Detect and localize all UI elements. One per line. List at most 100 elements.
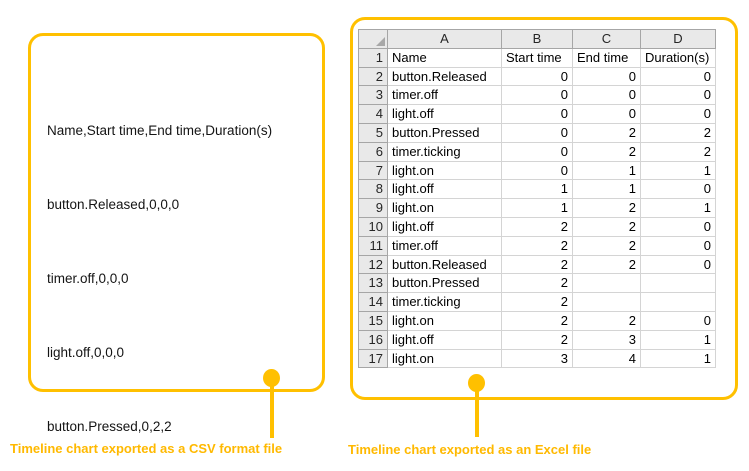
sheet-row-1: 1 Name Start time End time Duration(s) [358,47,716,68]
cell-duration[interactable]: 2 [640,122,716,143]
column-header-b[interactable]: B [501,29,573,49]
cell-start-time[interactable]: 2 [501,292,573,312]
cell-start-time[interactable]: 0 [501,66,573,87]
cell-start-time[interactable]: 0 [501,104,573,124]
column-header-a[interactable]: A [387,29,502,49]
cell-end-time[interactable]: 2 [572,216,641,237]
cell-duration[interactable]: 1 [640,160,716,181]
cell-name[interactable]: light.off [387,179,502,200]
cell-start-time[interactable]: 0 [501,160,573,181]
cell-start-time[interactable]: 0 [501,122,573,143]
cell-end-time[interactable] [572,273,641,294]
cell-duration[interactable]: 0 [640,254,716,275]
cell-duration[interactable]: 0 [640,104,716,124]
cell-start-time[interactable]: 0 [501,85,573,106]
cell-name[interactable]: timer.ticking [387,292,502,312]
cell-start-time[interactable]: 2 [501,273,573,294]
row-header[interactable]: 5 [358,122,388,143]
cell-duration[interactable]: 0 [640,66,716,87]
sheet-row: 2 button.Released 0 0 0 [358,66,716,87]
cell-end-time[interactable]: 0 [572,85,641,106]
cell-name[interactable]: light.off [387,104,502,124]
cell-duration[interactable] [640,273,716,294]
row-header[interactable]: 16 [358,329,388,350]
cell-start-time[interactable]: 2 [501,235,573,256]
row-header[interactable]: 12 [358,254,388,275]
cell-name[interactable]: button.Released [387,254,502,275]
select-all-corner[interactable] [358,29,388,49]
cell-name[interactable]: light.off [387,329,502,350]
cell-end-time[interactable]: 1 [572,160,641,181]
cell-start-time[interactable]: 2 [501,329,573,350]
cell-end-time[interactable]: 0 [572,104,641,124]
cell-end-time[interactable] [572,292,641,312]
row-header[interactable]: 11 [358,235,388,256]
cell-duration[interactable]: 0 [640,310,716,331]
cell-name[interactable]: light.on [387,348,502,369]
cell-start-time[interactable]: 1 [501,198,573,218]
row-header[interactable]: 9 [358,198,388,218]
cell-start-time[interactable]: 0 [501,141,573,162]
cell-duration[interactable]: 0 [640,235,716,256]
cell-duration[interactable]: 0 [640,179,716,200]
cell-name[interactable]: button.Pressed [387,122,502,143]
cell-end-time[interactable]: 2 [572,198,641,218]
cell-start-time[interactable]: 3 [501,348,573,369]
cell-name[interactable]: light.on [387,310,502,331]
row-header[interactable]: 8 [358,179,388,200]
cell-duration[interactable]: 0 [640,216,716,237]
cell-name[interactable]: button.Pressed [387,273,502,294]
column-header-d[interactable]: D [640,29,716,49]
cell-duration[interactable]: 1 [640,198,716,218]
cell-name[interactable]: button.Released [387,66,502,87]
row-header[interactable]: 2 [358,66,388,87]
spreadsheet: A B C D 1 Name Start time End time Durat… [358,29,716,369]
cell-start-time[interactable]: 2 [501,254,573,275]
cell-duration[interactable]: 1 [640,329,716,350]
cell-end-time[interactable]: 1 [572,179,641,200]
row-header[interactable]: 6 [358,141,388,162]
cell-end-time[interactable]: 2 [572,122,641,143]
cell-d1[interactable]: Duration(s) [640,47,716,68]
cell-name[interactable]: timer.off [387,235,502,256]
cell-a1[interactable]: Name [387,47,502,68]
cell-duration[interactable]: 0 [640,85,716,106]
row-header[interactable]: 10 [358,216,388,237]
row-header[interactable]: 1 [358,47,388,68]
row-header[interactable]: 14 [358,292,388,312]
cell-start-time[interactable]: 2 [501,216,573,237]
cell-name[interactable]: light.off [387,216,502,237]
row-header[interactable]: 7 [358,160,388,181]
cell-c1[interactable]: End time [572,47,641,68]
sheet-row: 10 light.off 2 2 0 [358,216,716,237]
cell-duration[interactable]: 2 [640,141,716,162]
row-header[interactable]: 13 [358,273,388,294]
row-header[interactable]: 3 [358,85,388,106]
csv-line: button.Pressed,0,2,2 [47,419,172,434]
cell-duration[interactable]: 1 [640,348,716,369]
cell-end-time[interactable]: 4 [572,348,641,369]
cell-end-time[interactable]: 2 [572,235,641,256]
row-header[interactable]: 15 [358,310,388,331]
column-header-c[interactable]: C [572,29,641,49]
cell-name[interactable]: timer.ticking [387,141,502,162]
cell-end-time[interactable]: 2 [572,141,641,162]
cell-end-time[interactable]: 0 [572,66,641,87]
cell-name[interactable]: light.on [387,160,502,181]
csv-caption: Timeline chart exported as a CSV format … [10,441,283,456]
cell-start-time[interactable]: 2 [501,310,573,331]
callout-dot-csv [263,369,280,387]
cell-name[interactable]: timer.off [387,85,502,106]
sheet-row: 14 timer.ticking 2 [358,292,716,312]
csv-line: light.off,0,0,0 [47,345,125,360]
cell-name[interactable]: light.on [387,198,502,218]
row-header[interactable]: 17 [358,348,388,369]
cell-end-time[interactable]: 2 [572,254,641,275]
cell-duration[interactable] [640,292,716,312]
cell-end-time[interactable]: 2 [572,310,641,331]
cell-b1[interactable]: Start time [501,47,573,68]
sheet-row: 15 light.on 2 2 0 [358,310,716,331]
row-header[interactable]: 4 [358,104,388,124]
cell-start-time[interactable]: 1 [501,179,573,200]
cell-end-time[interactable]: 3 [572,329,641,350]
